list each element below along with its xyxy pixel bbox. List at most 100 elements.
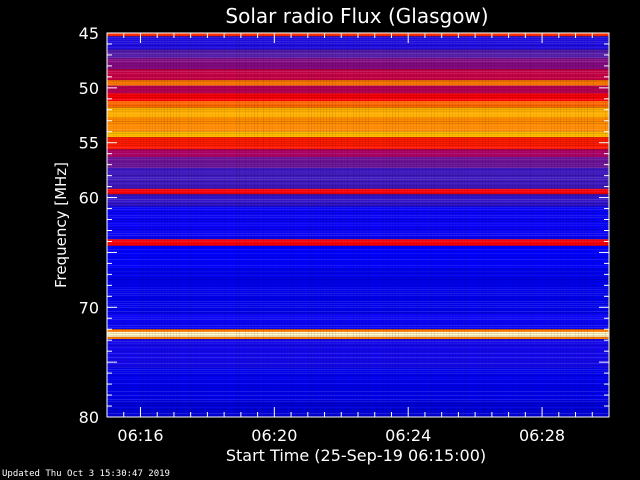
texture-column	[176, 33, 177, 417]
texture-row	[107, 143, 609, 144]
texture-row	[107, 211, 609, 212]
texture-column	[602, 33, 603, 417]
texture-column	[356, 33, 357, 417]
frequency-band-13	[107, 149, 609, 157]
texture-row	[107, 401, 609, 402]
frequency-band-28	[107, 400, 609, 417]
texture-column	[164, 33, 165, 417]
texture-row	[107, 405, 609, 406]
texture-row	[107, 119, 609, 120]
texture-row	[107, 251, 609, 252]
texture-row	[107, 271, 609, 272]
texture-column	[404, 33, 405, 417]
texture-column	[425, 33, 426, 417]
texture-column	[536, 33, 537, 417]
texture-column	[110, 33, 111, 417]
y-axis-label: Frequency [MHz]	[52, 162, 70, 288]
texture-row	[107, 229, 609, 230]
texture-row	[107, 363, 609, 364]
texture-column	[464, 33, 465, 417]
texture-column	[260, 33, 261, 417]
texture-column	[344, 33, 345, 417]
texture-row	[107, 299, 609, 300]
texture-column	[557, 33, 558, 417]
texture-column	[488, 33, 489, 417]
texture-column	[143, 33, 144, 417]
texture-row	[107, 177, 609, 178]
texture-column	[533, 33, 534, 417]
texture-column	[326, 33, 327, 417]
x-tick-labels: 06:16 06:20 06:24 06:28	[117, 426, 565, 445]
texture-row	[107, 107, 609, 108]
texture-row	[107, 221, 609, 222]
texture-column	[155, 33, 156, 417]
x-axis-label: Start Time (25-Sep-19 06:15:00)	[226, 446, 486, 465]
texture-column	[575, 33, 576, 417]
texture-row	[107, 393, 609, 394]
texture-row	[107, 99, 609, 100]
spectrogram-image	[107, 33, 609, 417]
texture-row	[107, 191, 609, 192]
texture-column	[413, 33, 414, 417]
texture-column	[317, 33, 318, 417]
texture-column	[353, 33, 354, 417]
texture-row	[107, 403, 609, 404]
texture-row	[107, 93, 609, 94]
texture-column	[128, 33, 129, 417]
texture-row	[107, 157, 609, 158]
texture-row	[107, 335, 609, 336]
texture-row	[107, 51, 609, 52]
texture-row	[107, 317, 609, 318]
texture-row	[107, 133, 609, 134]
texture-column	[530, 33, 531, 417]
texture-column	[362, 33, 363, 417]
texture-column	[401, 33, 402, 417]
texture-row	[107, 291, 609, 292]
texture-column	[350, 33, 351, 417]
texture-row	[107, 371, 609, 372]
texture-row	[107, 39, 609, 40]
texture-row	[107, 113, 609, 114]
texture-column	[218, 33, 219, 417]
texture-column	[203, 33, 204, 417]
texture-row	[107, 185, 609, 186]
texture-row	[107, 169, 609, 170]
texture-column	[521, 33, 522, 417]
texture-row	[107, 269, 609, 270]
texture-row	[107, 275, 609, 276]
texture-row	[107, 147, 609, 148]
texture-row	[107, 395, 609, 396]
texture-column	[398, 33, 399, 417]
texture-column	[227, 33, 228, 417]
texture-column	[497, 33, 498, 417]
texture-column	[236, 33, 237, 417]
texture-column	[542, 33, 543, 417]
texture-row	[107, 79, 609, 80]
chart-title: Solar radio Flux (Glasgow)	[225, 4, 488, 28]
texture-column	[272, 33, 273, 417]
texture-column	[275, 33, 276, 417]
texture-column	[305, 33, 306, 417]
texture-row	[107, 103, 609, 104]
texture-column	[605, 33, 606, 417]
texture-column	[287, 33, 288, 417]
texture-column	[239, 33, 240, 417]
texture-row	[107, 101, 609, 102]
texture-row	[107, 163, 609, 164]
texture-row	[107, 167, 609, 168]
texture-column	[341, 33, 342, 417]
texture-row	[107, 83, 609, 84]
frequency-band-10	[107, 117, 609, 132]
texture-row	[107, 379, 609, 380]
texture-row	[107, 341, 609, 342]
texture-row	[107, 183, 609, 184]
texture-row	[107, 391, 609, 392]
texture-column	[197, 33, 198, 417]
texture-column	[503, 33, 504, 417]
texture-column	[311, 33, 312, 417]
frequency-band-2	[107, 49, 609, 59]
texture-column	[485, 33, 486, 417]
texture-row	[107, 89, 609, 90]
texture-column	[308, 33, 309, 417]
texture-row	[107, 345, 609, 346]
